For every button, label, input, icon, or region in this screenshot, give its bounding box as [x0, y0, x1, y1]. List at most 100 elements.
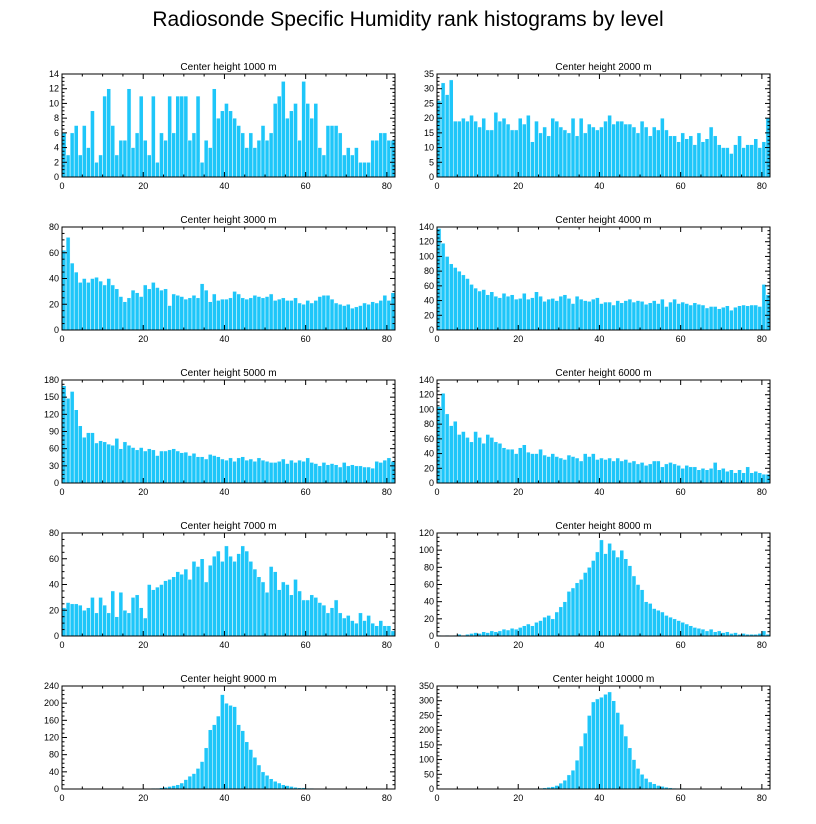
histogram-bar — [329, 125, 335, 178]
histogram-bar — [688, 304, 694, 331]
y-tick-label: 120 — [44, 733, 59, 743]
histogram-bar — [341, 462, 347, 484]
x-tick-label: 80 — [382, 640, 392, 650]
histogram-bar — [623, 459, 629, 484]
histogram-bar — [248, 561, 254, 637]
histogram-bar — [562, 129, 568, 178]
y-tick-label: 120 — [419, 237, 434, 247]
histogram-bar — [607, 543, 612, 637]
histogram-bar — [716, 630, 722, 637]
histogram-bar — [566, 591, 572, 637]
histogram-bar — [704, 630, 710, 637]
histogram-bar — [268, 293, 274, 331]
histogram-bar — [721, 306, 726, 331]
x-tick-label: 20 — [513, 793, 523, 803]
histogram-bar — [587, 301, 592, 331]
histogram-bar — [171, 293, 176, 331]
histogram-bar — [603, 553, 608, 637]
histogram-bar — [321, 604, 327, 637]
histogram-bar — [163, 580, 168, 637]
histogram-bar — [668, 462, 673, 484]
histogram-bar — [228, 110, 233, 178]
histogram-bar — [94, 612, 99, 637]
histogram-bar — [272, 571, 278, 637]
histogram-bar — [333, 464, 339, 484]
histogram-bar — [183, 298, 189, 331]
histogram-bar — [321, 294, 327, 331]
histogram-bar — [272, 781, 278, 790]
x-tick-label: 0 — [59, 181, 64, 191]
histogram-bar — [704, 138, 710, 178]
histogram-bar — [354, 306, 359, 331]
histogram-bar — [517, 627, 523, 637]
histogram-bar — [574, 135, 580, 178]
histogram-bar — [672, 618, 677, 637]
histogram-bar — [183, 451, 189, 484]
x-tick-label: 20 — [513, 181, 523, 191]
histogram-bar — [526, 298, 531, 331]
histogram-bar — [301, 461, 306, 484]
panel-title: Center height 10000 m — [553, 674, 655, 685]
histogram-bar — [716, 144, 722, 178]
histogram-bar — [370, 467, 375, 484]
histogram-bar — [639, 462, 645, 484]
histogram-bar — [599, 539, 604, 637]
histogram-bar — [260, 125, 266, 178]
histogram-bar — [90, 110, 95, 178]
y-tick-label: 6 — [54, 128, 59, 138]
histogram-bar — [708, 126, 714, 178]
histogram-bar — [354, 147, 359, 178]
x-tick-label: 0 — [434, 793, 439, 803]
x-tick-label: 20 — [513, 334, 523, 344]
histogram-bar — [358, 465, 363, 484]
histogram-bar — [264, 461, 270, 484]
x-tick-label: 60 — [301, 181, 311, 191]
y-tick-label: 40 — [49, 580, 59, 590]
panel-title: Center height 7000 m — [180, 521, 276, 532]
histogram-bar — [220, 694, 225, 790]
histogram-bar — [354, 622, 359, 637]
histogram-bar — [704, 307, 710, 331]
histogram-bar — [461, 431, 466, 484]
histogram-bar — [505, 629, 511, 637]
histogram-bar — [485, 434, 491, 484]
histogram-bar — [240, 297, 245, 331]
histogram-bar — [615, 712, 620, 790]
histogram-bar — [232, 706, 237, 790]
histogram-bar — [374, 302, 380, 331]
histogram-bar — [631, 575, 637, 637]
histogram-bar — [268, 566, 274, 637]
histogram-bar — [333, 302, 339, 331]
histogram-bar — [603, 120, 608, 178]
histogram-bar — [114, 438, 120, 484]
y-tick-label: 20 — [424, 113, 434, 123]
histogram-bar — [712, 462, 718, 484]
histogram-bar — [293, 462, 298, 484]
x-tick-label: 0 — [434, 640, 439, 650]
histogram-bar — [207, 301, 213, 331]
histogram-bar — [729, 309, 734, 331]
histogram-bar — [745, 305, 750, 331]
histogram-bar — [522, 123, 527, 178]
histogram-bar — [321, 154, 327, 178]
histogram-bar — [374, 625, 380, 637]
histogram-bar — [570, 456, 576, 484]
y-tick-label: 100 — [419, 251, 434, 261]
histogram-bar — [61, 249, 67, 331]
x-tick-label: 80 — [757, 793, 767, 803]
histogram-bar — [530, 625, 535, 637]
histogram-bar — [619, 120, 625, 178]
histogram-bar — [199, 283, 205, 331]
histogram-bar — [134, 292, 140, 331]
y-tick-label: 80 — [424, 562, 434, 572]
histogram-bar — [69, 603, 75, 637]
histogram-bar — [276, 782, 282, 790]
histogram-bar — [159, 584, 164, 637]
histogram-bar — [106, 88, 111, 178]
histogram-bar — [611, 304, 616, 331]
x-tick-label: 80 — [382, 334, 392, 344]
histogram-bar — [708, 628, 714, 637]
histogram-bar — [305, 599, 310, 637]
histogram-bar — [591, 701, 596, 790]
histogram-bar — [578, 460, 584, 484]
